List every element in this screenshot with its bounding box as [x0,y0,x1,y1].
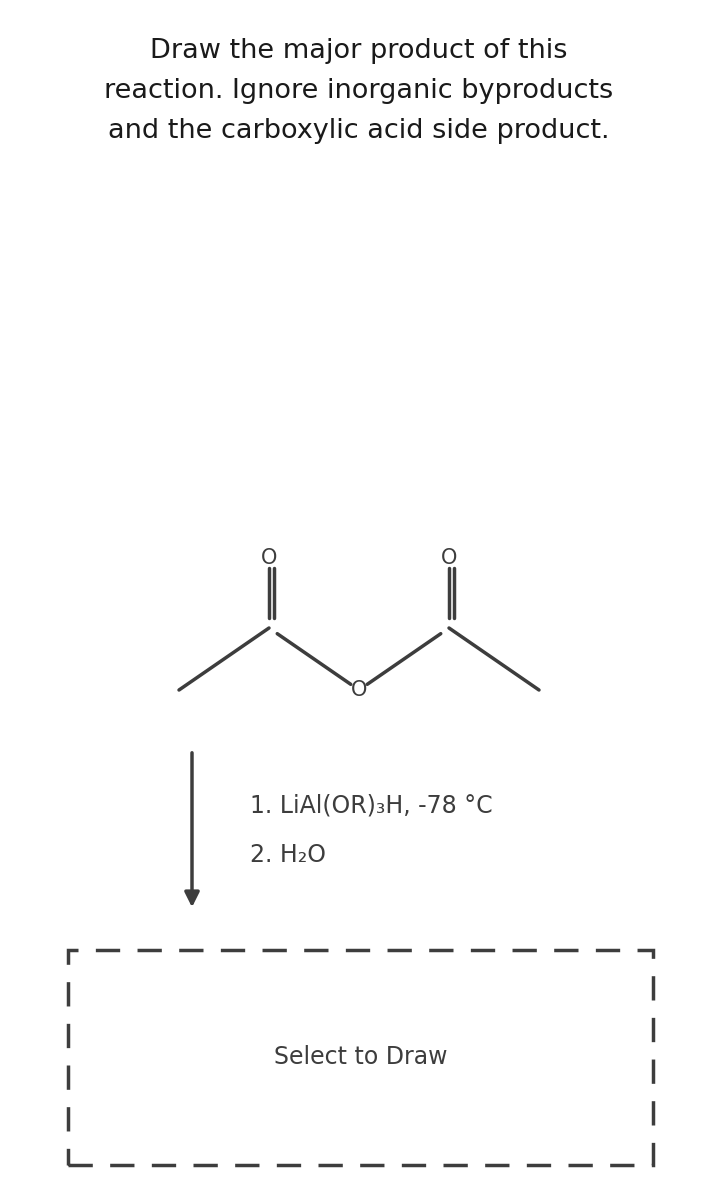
Text: 2. H₂O: 2. H₂O [250,842,326,866]
Text: O: O [261,548,278,568]
Text: and the carboxylic acid side product.: and the carboxylic acid side product. [109,118,610,144]
Text: Draw the major product of this: Draw the major product of this [150,38,568,64]
FancyBboxPatch shape [68,950,653,1165]
Text: 1. LiAl(OR)₃H, -78 °C: 1. LiAl(OR)₃H, -78 °C [250,793,493,817]
Text: O: O [441,548,457,568]
Text: O: O [351,680,367,700]
Text: Select to Draw: Select to Draw [274,1045,447,1069]
Text: reaction. Ignore inorganic byproducts: reaction. Ignore inorganic byproducts [104,78,613,104]
